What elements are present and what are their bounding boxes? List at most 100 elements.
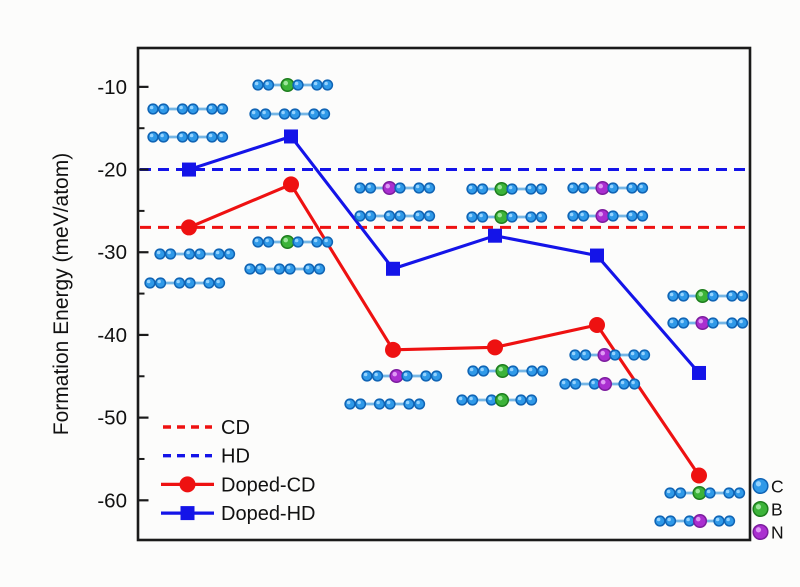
carbon-atom	[677, 317, 690, 329]
legend-item: CD	[163, 417, 250, 439]
boron-atom	[280, 234, 295, 250]
carbon-atom-highlight	[416, 400, 420, 405]
carbon-atom	[203, 277, 215, 289]
carbon-atom	[321, 236, 334, 248]
carbon-atom-highlight	[609, 184, 614, 189]
carbon-atom	[609, 349, 621, 361]
doped-hd-marker	[692, 365, 706, 380]
carbon-atom	[430, 370, 443, 382]
carbon-atom-highlight	[346, 400, 351, 405]
boron-atom	[692, 485, 707, 501]
nitrogen-atom-highlight	[755, 527, 762, 533]
carbon-atom	[607, 182, 619, 194]
atom-legend-label: B	[771, 500, 783, 520]
nitrogen-atom	[752, 523, 769, 541]
molecule-chain	[456, 392, 538, 408]
carbon-atom	[667, 290, 679, 302]
carbon-atom	[344, 398, 356, 410]
carbon-atom	[259, 108, 272, 120]
carbon-atom	[364, 182, 377, 194]
carbon-atom-highlight	[196, 250, 201, 255]
carbon-atom	[183, 248, 196, 260]
carbon-atom	[535, 211, 548, 223]
carbon-atom-highlight	[149, 105, 154, 110]
carbon-atom	[535, 183, 548, 195]
carbon-atom	[373, 398, 386, 410]
nitrogen-atom-highlight	[600, 350, 606, 356]
carbon-atom-highlight	[561, 380, 566, 385]
carbon-atom-highlight	[666, 489, 671, 494]
doped-cd-marker	[385, 341, 401, 358]
carbon-atom	[252, 236, 264, 248]
carbon-atom	[184, 277, 196, 289]
carbon-atom	[515, 394, 527, 406]
atom-legend-label: C	[771, 477, 784, 497]
nitrogen-atom	[382, 180, 397, 196]
carbon-atom	[559, 378, 571, 390]
carbon-atom-highlight	[176, 279, 180, 284]
carbon-atom-highlight	[186, 279, 191, 284]
carbon-atom	[361, 370, 373, 382]
carbon-atom-highlight	[281, 110, 285, 115]
carbon-atom	[618, 378, 630, 390]
carbon-atom-highlight	[415, 184, 420, 189]
carbon-atom	[223, 248, 236, 260]
carbon-atom	[567, 182, 579, 194]
carbon-atom	[726, 317, 738, 329]
legend-item: Doped-CD	[161, 474, 315, 496]
carbon-atom-highlight	[376, 400, 380, 405]
carbon-atom-highlight	[246, 265, 251, 270]
molecule-chain	[244, 263, 326, 275]
carbon-atom-highlight	[528, 396, 532, 401]
nitrogen-atom-highlight	[698, 318, 704, 324]
carbon-atom-highlight	[254, 81, 259, 86]
carbon-atom-highlight	[149, 133, 154, 138]
carbon-atom-highlight	[254, 238, 259, 243]
carbon-atom-highlight	[426, 184, 430, 189]
carbon-atom-highlight	[363, 372, 368, 377]
carbon-atom	[157, 103, 170, 115]
boron-atom	[752, 500, 769, 518]
carbon-atom	[456, 394, 468, 406]
molecule-chain	[654, 513, 736, 529]
carbon-atom-highlight	[709, 319, 714, 324]
y-tick-label: -40	[97, 324, 127, 347]
carbon-atom	[194, 248, 206, 260]
carbon-atom	[707, 317, 719, 329]
boron-atom	[494, 209, 509, 225]
carbon-atom-highlight	[167, 250, 171, 255]
carbon-atom-highlight	[291, 110, 296, 115]
boron-atom-highlight	[283, 237, 289, 243]
carbon-atom	[466, 211, 478, 223]
carbon-atom-highlight	[539, 367, 543, 372]
carbon-atom	[354, 210, 366, 222]
doped-hd-marker	[284, 129, 298, 144]
carbon-atom-highlight	[286, 265, 291, 270]
carbon-atom-highlight	[276, 265, 280, 270]
carbon-atom	[401, 370, 413, 382]
atom-legend-item: N	[752, 523, 784, 543]
carbon-atom	[733, 487, 746, 499]
doped-hd-line	[188, 134, 701, 374]
boron-atom-highlight	[497, 184, 503, 190]
carbon-atom-highlight	[667, 517, 671, 522]
carbon-atom-highlight	[356, 184, 361, 189]
carbon-atom-highlight	[725, 489, 730, 494]
carbon-atom-highlight	[367, 184, 371, 189]
carbon-atom-highlight	[569, 184, 574, 189]
carbon-atom-highlight	[189, 133, 194, 138]
carbon-atom	[569, 349, 581, 361]
molecule-chain	[361, 368, 443, 384]
molecule-chain	[667, 315, 749, 331]
carbon-atom	[674, 487, 687, 499]
atom-legend-item: B	[752, 500, 783, 520]
carbon-atom-highlight	[458, 396, 463, 401]
carbon-atom	[638, 349, 651, 361]
carbon-atom-highlight	[706, 489, 711, 494]
carbon-atom-highlight	[219, 133, 223, 138]
carbon-atom-highlight	[739, 292, 743, 297]
carbon-atom-highlight	[728, 319, 733, 324]
carbon-atom-highlight	[386, 212, 390, 217]
carbon-atom	[577, 182, 590, 194]
carbon-atom	[423, 182, 436, 194]
